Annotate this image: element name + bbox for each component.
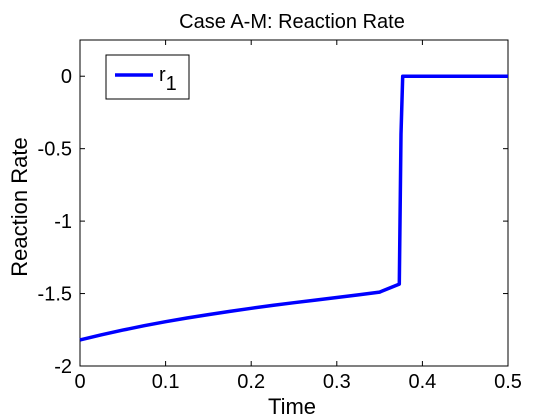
y-tick-label: -1	[54, 211, 72, 233]
x-tick-label: 0.2	[237, 371, 265, 393]
y-tick-label: -1.5	[38, 284, 72, 306]
y-tick-label: -2	[54, 356, 72, 378]
x-tick-label: 0.4	[408, 371, 436, 393]
y-axis-label: Reaction Rate	[7, 137, 32, 276]
y-tick-label: -0.5	[38, 139, 72, 161]
x-tick-label: 0.1	[152, 371, 180, 393]
x-tick-label: 0	[74, 371, 85, 393]
y-tick-label: 0	[61, 66, 72, 88]
x-axis-label: Time	[268, 394, 316, 419]
x-tick-label: 0.3	[323, 371, 351, 393]
x-tick-label: 0.5	[494, 371, 522, 393]
chart-title: Case A-M: Reaction Rate	[179, 11, 405, 33]
